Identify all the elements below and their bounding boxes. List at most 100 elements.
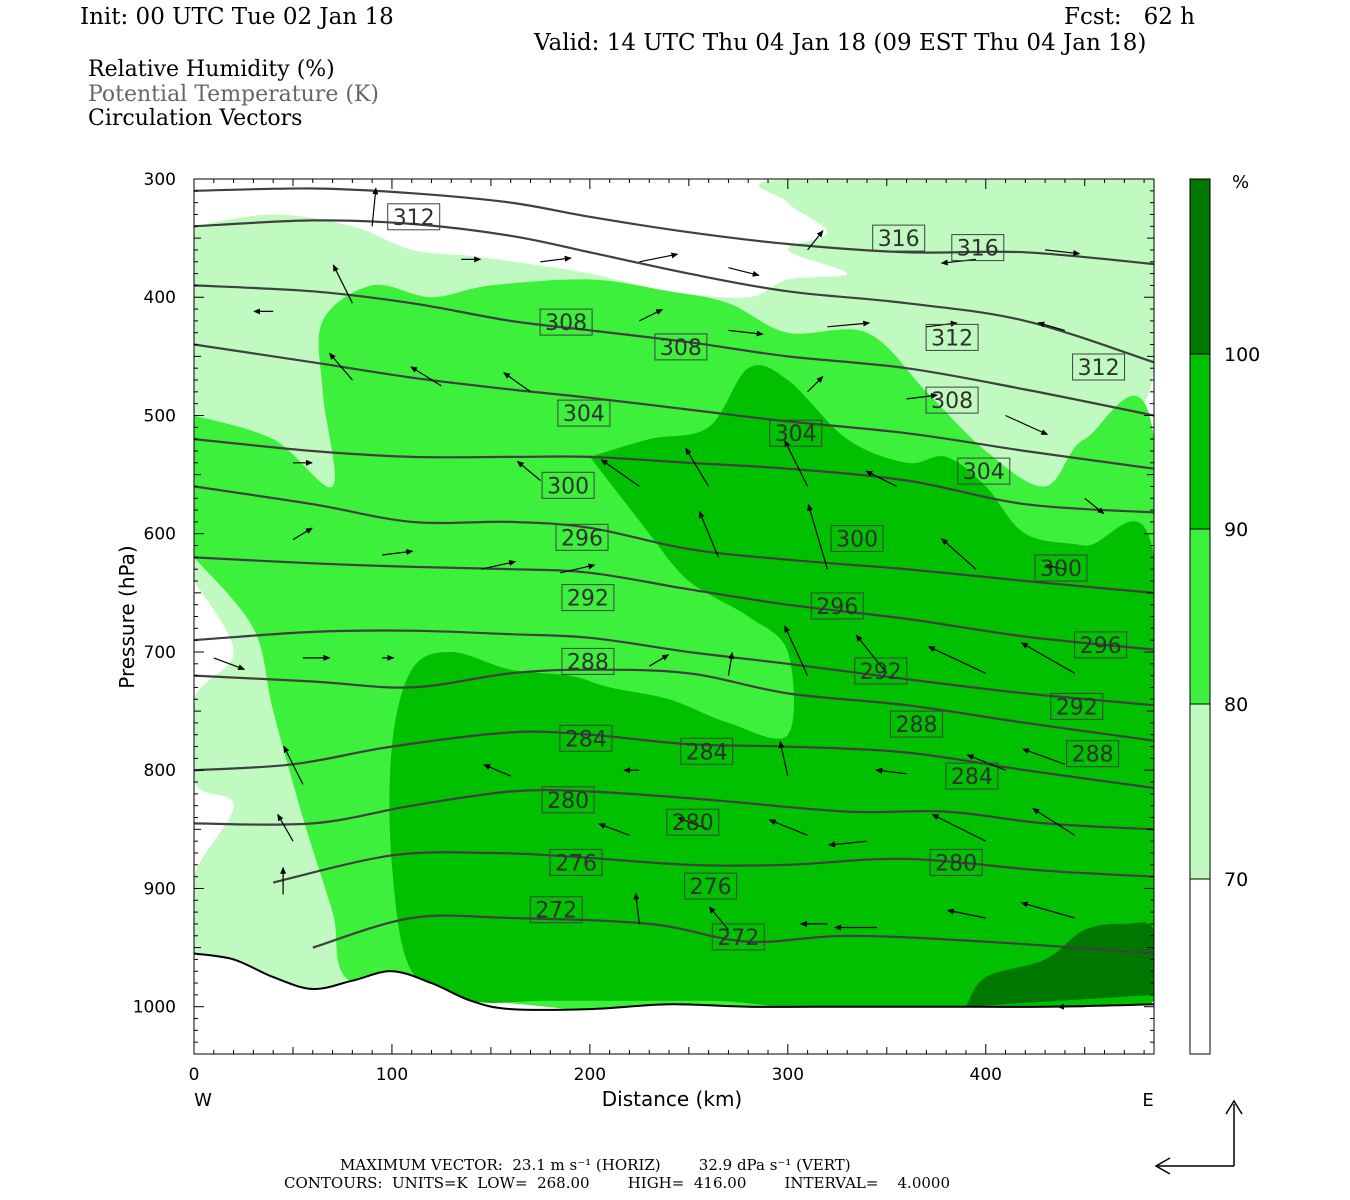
x-axis-title: Distance (km) xyxy=(602,1087,742,1111)
circulation-vector xyxy=(598,823,630,836)
circulation-vector xyxy=(328,352,353,381)
rh-colorbar: 100 90 80 70 xyxy=(1189,178,1260,1055)
contour-label-text: 308 xyxy=(931,389,973,414)
contour-label-text: 316 xyxy=(878,227,920,252)
circulation-vector xyxy=(927,646,987,674)
circulation-vector xyxy=(728,329,764,337)
colorbar-seg-80-90 xyxy=(1189,528,1211,705)
theta-contour-320 xyxy=(194,187,1154,266)
init-time: Init: 00 UTC Tue 02 Jan 18 xyxy=(80,4,394,30)
contour-label-text: 316 xyxy=(957,237,999,262)
theta-contour-316 xyxy=(194,219,1154,364)
contour-label: 316 xyxy=(872,224,926,252)
contour-label: 288 xyxy=(561,647,615,675)
y-axis-title: Pressure (hPa) xyxy=(115,545,139,688)
circulation-vector xyxy=(807,503,828,570)
circulation-vector xyxy=(865,470,897,487)
terrain-fill xyxy=(194,953,1154,1054)
circulation-vector xyxy=(768,819,808,836)
x-tick-label: 0 xyxy=(189,1065,200,1085)
circulation-vector xyxy=(827,320,871,328)
contour-label-box xyxy=(945,762,999,790)
circulation-vector xyxy=(503,372,531,393)
contour-label: 312 xyxy=(925,323,979,351)
contour-label-box xyxy=(684,872,738,900)
circulation-vector xyxy=(277,813,294,842)
x-axis-west-label: W xyxy=(194,1090,212,1111)
contour-label-text: 284 xyxy=(686,740,728,765)
colorbar-unit: % xyxy=(1232,172,1249,193)
contour-label-box xyxy=(549,848,603,876)
contour-label-box xyxy=(890,710,943,738)
contour-label-box xyxy=(666,808,720,836)
circulation-vector xyxy=(931,814,987,842)
contour-label-text: 280 xyxy=(672,811,714,836)
contour-label-text: 272 xyxy=(717,926,759,951)
rh-fill-layer xyxy=(194,179,1154,1044)
legend-theta: Potential Temperature (K) xyxy=(88,82,379,107)
contour-label-text: 304 xyxy=(963,460,1005,485)
contour-label: 300 xyxy=(830,525,884,553)
circulation-vector xyxy=(940,258,976,266)
contour-label-box xyxy=(541,471,595,499)
x-axis-east-label: E xyxy=(1142,1090,1153,1111)
contour-label-box xyxy=(810,592,864,620)
y-tick-label: 300 xyxy=(144,170,176,190)
circulation-vector xyxy=(480,559,517,570)
contour-label-box xyxy=(872,224,926,252)
contour-label: 308 xyxy=(539,308,593,336)
circulation-vector xyxy=(807,375,824,393)
contour-label: 288 xyxy=(1066,740,1120,768)
contour-label-box xyxy=(654,333,708,361)
circulation-vector xyxy=(778,740,789,777)
contour-label-box xyxy=(529,896,583,924)
x-tick-label: 200 xyxy=(574,1065,606,1085)
contour-label-box xyxy=(925,323,979,351)
circulation-vector xyxy=(940,538,977,570)
circulation-vector xyxy=(1005,414,1049,436)
colorbar-seg-below-70 xyxy=(1189,878,1211,1055)
contour-label-text: 280 xyxy=(935,851,977,876)
theta-contour-292 xyxy=(194,629,1154,707)
contour-label-text: 292 xyxy=(860,660,902,685)
contour-label: 276 xyxy=(684,872,738,900)
y-tick-label: 1000 xyxy=(133,998,176,1018)
contour-label: 300 xyxy=(541,471,595,499)
contour-label-box xyxy=(951,234,1005,262)
theta-contour-288 xyxy=(194,668,1154,742)
contour-label-box xyxy=(680,737,734,765)
contour-label-text: 288 xyxy=(896,713,938,738)
contour-label-text: 276 xyxy=(555,851,597,876)
axis-ticks xyxy=(193,178,1154,1055)
circulation-vector xyxy=(1032,808,1076,836)
contour-label: 312 xyxy=(1072,353,1126,381)
circulation-vector xyxy=(516,460,541,481)
circulation-vector xyxy=(483,764,511,777)
contour-label-box xyxy=(557,399,611,427)
contour-label-box xyxy=(854,657,908,685)
circulation-vector xyxy=(708,906,729,931)
contour-label-box xyxy=(1050,692,1104,720)
contour-label-text: 272 xyxy=(535,899,577,924)
contour-label: 280 xyxy=(929,848,983,876)
contour-label-box xyxy=(711,923,765,951)
terrain-surface-line xyxy=(194,952,1154,1011)
circulation-vector xyxy=(648,654,670,667)
circulation-vector xyxy=(381,548,414,556)
circulation-vector xyxy=(371,187,379,227)
contour-label-box xyxy=(1072,353,1126,381)
circulation-vector xyxy=(698,510,720,558)
contour-label: 284 xyxy=(945,762,999,790)
colorbar-seg-100 xyxy=(1189,178,1211,355)
theta-contour-304 xyxy=(194,438,1154,514)
contour-label-text: 304 xyxy=(775,422,817,447)
theta-contour-308 xyxy=(194,343,1154,470)
colorbar-level-label: 90 xyxy=(1224,519,1248,541)
contour-label: 292 xyxy=(1050,692,1104,720)
theta-contour-272 xyxy=(312,914,1154,955)
contour-label: 300 xyxy=(1034,554,1088,582)
terrain-layer xyxy=(194,952,1154,1054)
circulation-vector xyxy=(633,892,640,924)
circulation-vector xyxy=(677,817,709,830)
contour-label-box xyxy=(957,457,1011,485)
